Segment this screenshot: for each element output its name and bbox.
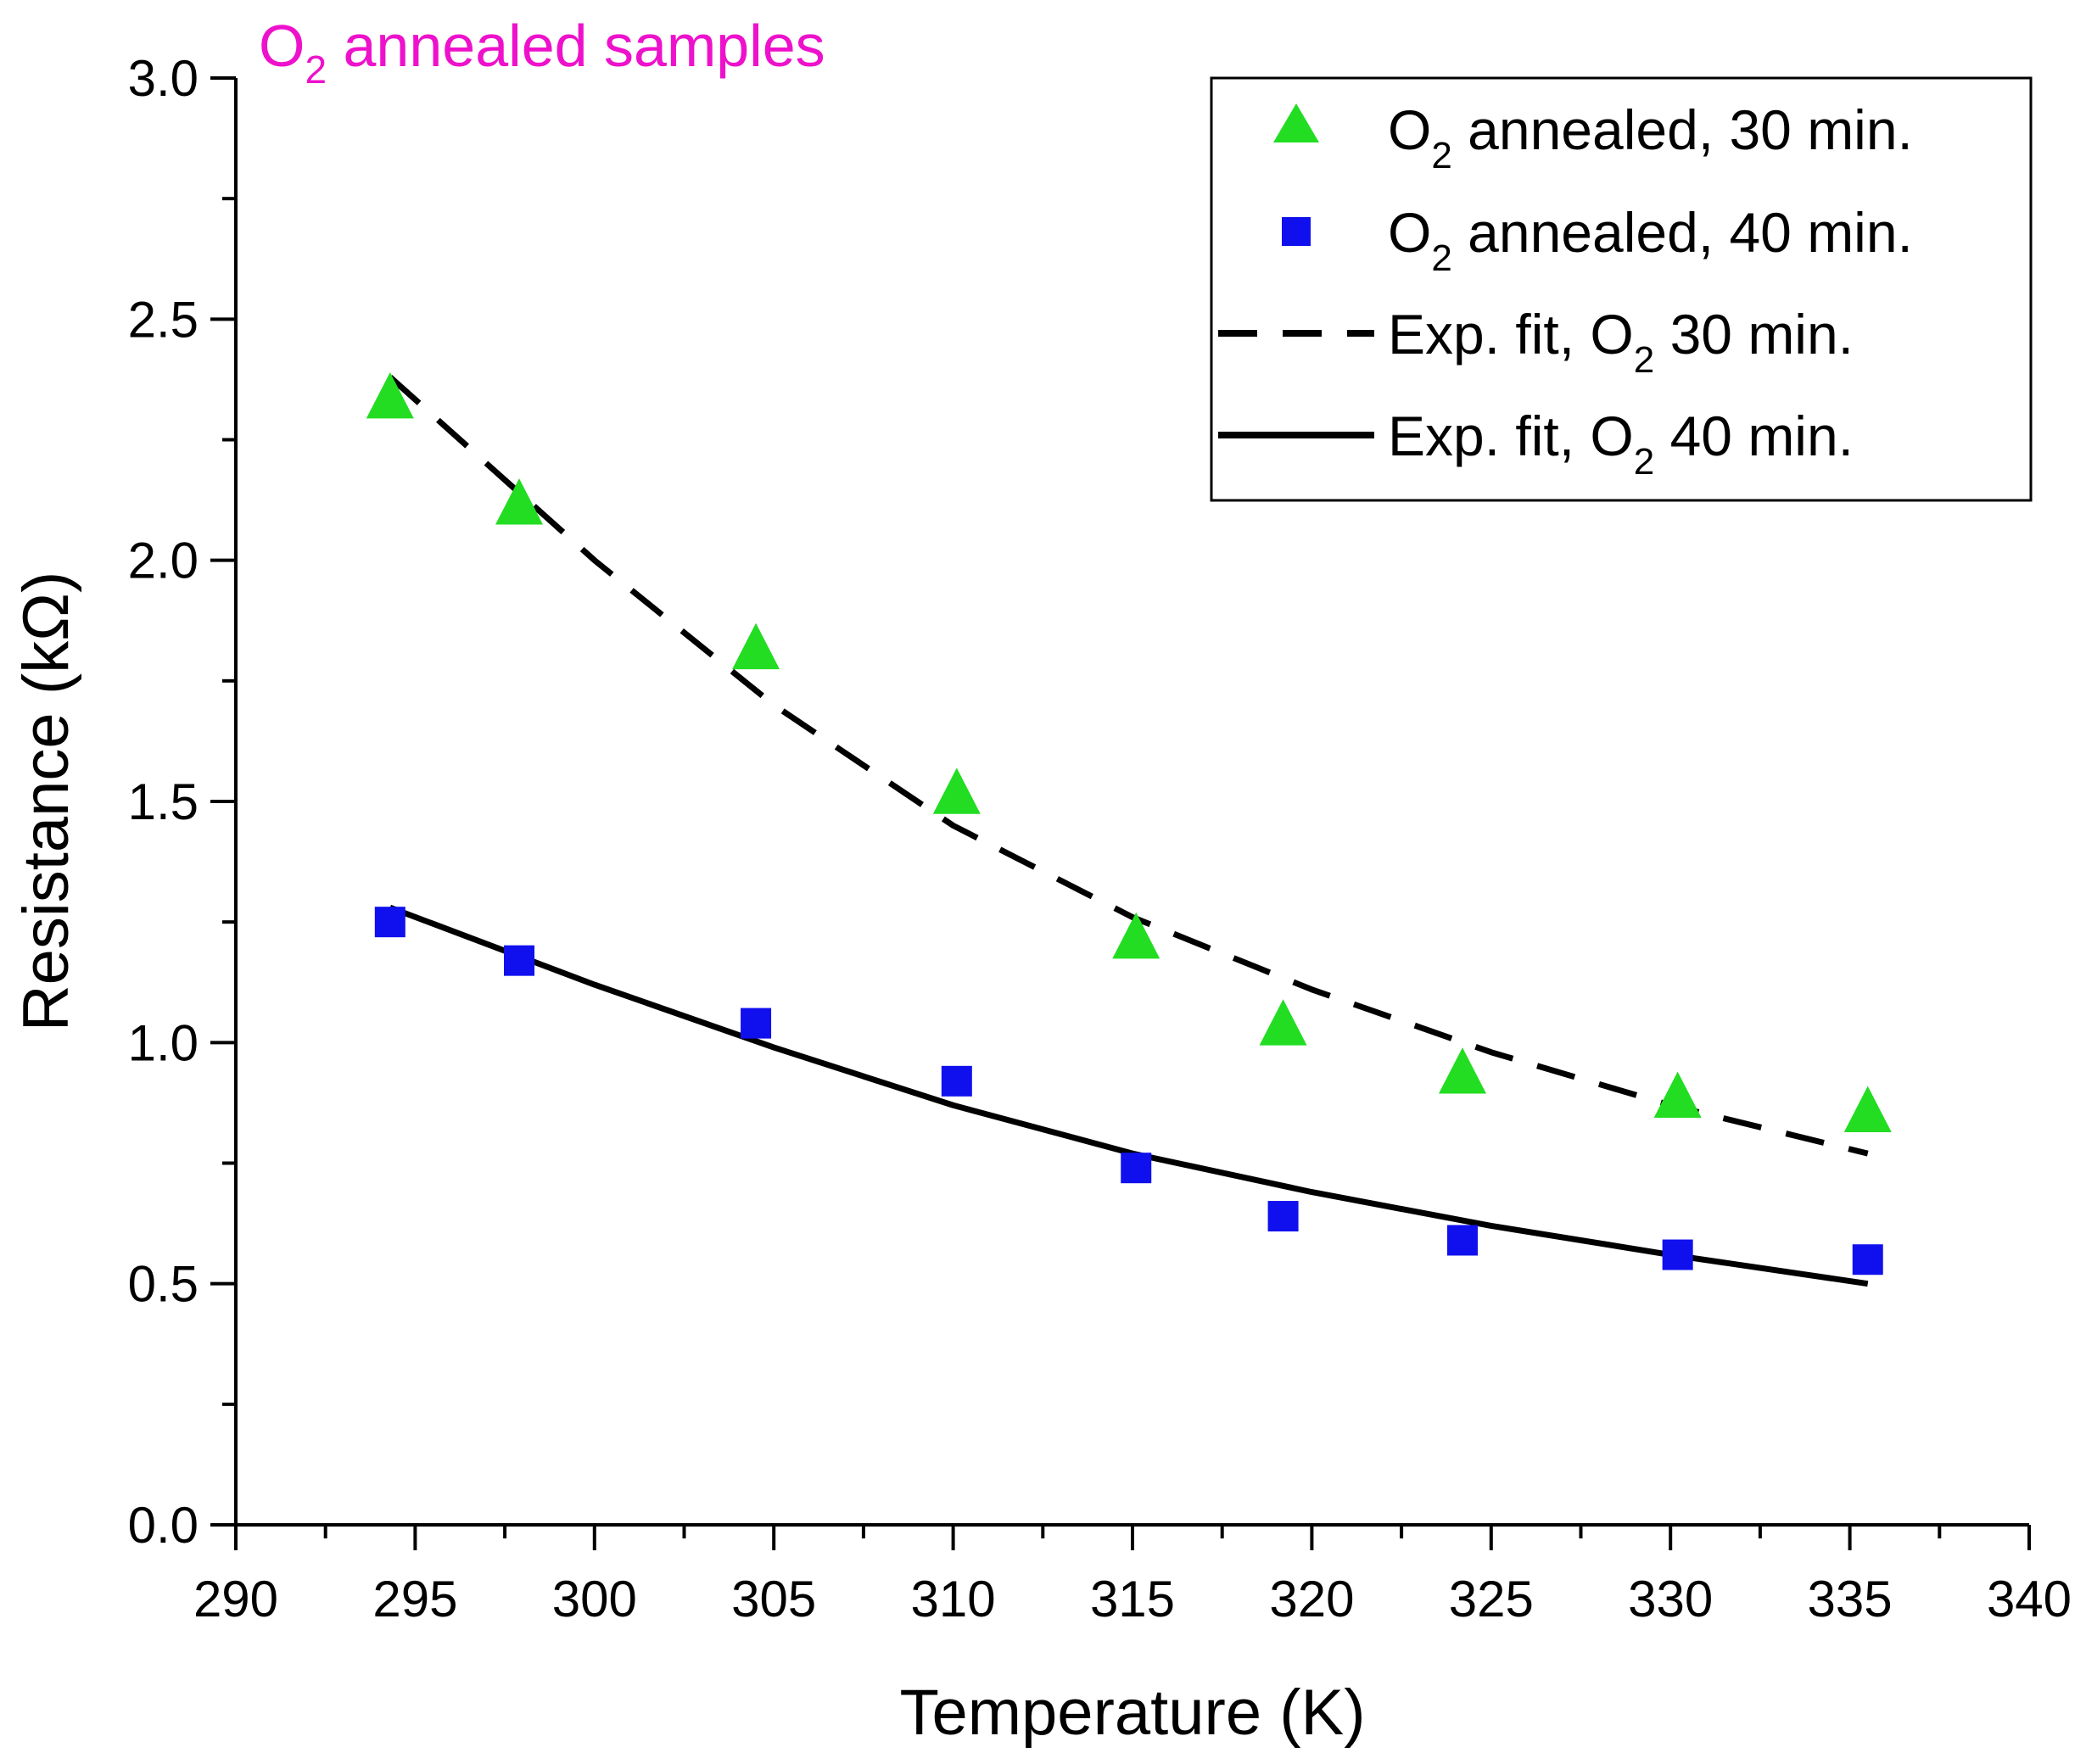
legend-label: O2 annealed, 30 min.: [1388, 98, 1913, 176]
data-markers: [366, 372, 1892, 1276]
plot-axes: 290 295 300 305 310 315 320 325 330 335 340 0.0 0.5 1…: [10, 50, 2072, 1749]
triangle-point-30-min: [1843, 1086, 1892, 1133]
triangle-point-30-min: [1259, 999, 1307, 1046]
x-tick-label: 335: [1808, 1571, 1893, 1627]
legend-triangle-symbol: [1273, 103, 1319, 142]
fit-lines: [388, 374, 1869, 1287]
y-tick-label: 0.5: [128, 1256, 199, 1313]
annotation-text: O2 annealed samples: [259, 13, 825, 92]
square-point-40-min: [1662, 1239, 1693, 1270]
square-point-40-min: [1446, 1225, 1478, 1256]
legend-square-symbol: [1282, 217, 1311, 246]
legend-label: Exp. fit, O2 30 min.: [1388, 303, 1854, 381]
y-tick-label: 2.0: [128, 533, 199, 589]
y-tick-label: 0.0: [128, 1497, 199, 1554]
x-tick-label: 340: [1987, 1571, 2072, 1627]
x-tick-label: 330: [1628, 1571, 1713, 1627]
triangle-point-30-min: [932, 768, 981, 814]
square-point-40-min: [941, 1065, 972, 1097]
triangle-point-30-min: [1653, 1071, 1702, 1118]
annotation-o2-annealed-samples: O2 annealed samples: [259, 13, 825, 92]
x-tick-label: 315: [1090, 1571, 1175, 1627]
y-tick-label: 1.0: [128, 1014, 199, 1071]
x-tick-label: 290: [193, 1571, 278, 1627]
legend-box: [1210, 76, 2033, 502]
y-axis-title: Resistance (kΩ): [10, 572, 82, 1032]
triangle-point-30-min: [495, 478, 544, 525]
legend: O2 annealed, 30 min. O2 annealed, 40 min.…: [1210, 76, 2033, 502]
square-point-40-min: [1267, 1201, 1299, 1232]
x-tick-label: 310: [911, 1571, 996, 1627]
square-point-40-min: [1852, 1244, 1883, 1276]
square-point-40-min: [1121, 1153, 1152, 1184]
triangle-point-30-min: [1438, 1047, 1486, 1094]
y-tick-label: 2.5: [128, 291, 199, 348]
x-tick-label: 305: [731, 1571, 816, 1627]
triangle-point-30-min: [366, 372, 414, 419]
y-tick-label: 3.0: [128, 50, 199, 107]
fit-line-30-min: [388, 374, 1869, 1157]
square-point-40-min: [374, 907, 405, 938]
triangle-point-30-min: [732, 622, 780, 670]
x-axis-title: Temperature (K): [899, 1677, 1365, 1749]
fit-line-40-min: [389, 904, 1869, 1287]
x-tick-label: 300: [552, 1571, 637, 1627]
square-point-40-min: [504, 945, 535, 976]
triangle-point-30-min: [1112, 912, 1160, 959]
legend-label: O2 annealed, 40 min.: [1388, 201, 1913, 279]
y-tick-label: 1.5: [128, 773, 199, 830]
x-tick-label: 320: [1269, 1571, 1354, 1627]
x-tick-label: 295: [372, 1571, 457, 1627]
square-point-40-min: [741, 1008, 772, 1039]
legend-label: Exp. fit, O2 40 min.: [1388, 405, 1854, 483]
x-tick-label: 325: [1449, 1571, 1534, 1627]
